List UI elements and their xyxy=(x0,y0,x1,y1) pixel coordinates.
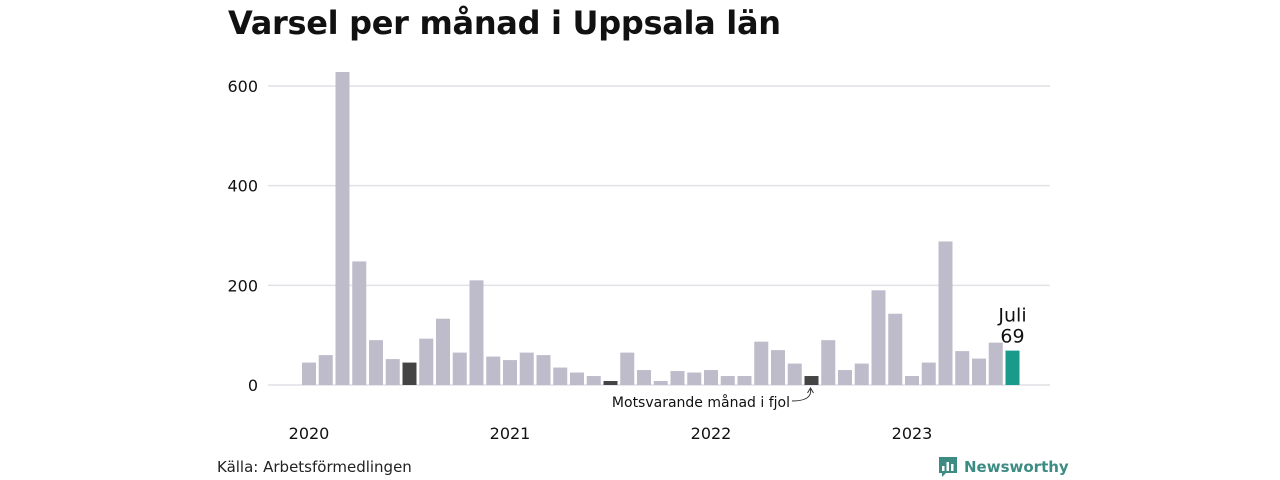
bar-2020-07 xyxy=(402,362,417,385)
bar-2021-09 xyxy=(637,370,651,385)
x-tick-label: 2023 xyxy=(892,424,933,443)
annotation-arrowhead-icon xyxy=(807,387,814,394)
bar-2020-11 xyxy=(469,280,484,385)
x-axis-year-labels: 2020 2021 2022 2023 xyxy=(289,424,933,443)
bar-2022-06 xyxy=(787,363,802,385)
y-tick-label: 400 xyxy=(227,177,258,196)
bar-2020-01 xyxy=(302,362,316,385)
bar-2021-02 xyxy=(519,352,534,385)
bar-2020-08 xyxy=(419,338,434,385)
bar-2021-01 xyxy=(503,360,517,385)
y-tick-label: 0 xyxy=(248,376,258,395)
bar-2020-12 xyxy=(486,356,501,385)
bar-2021-07 xyxy=(603,381,618,385)
bar-2023-07 xyxy=(1005,350,1020,385)
bar-2020-04 xyxy=(352,261,367,385)
newsworthy-logo-icon xyxy=(939,457,957,477)
y-tick-label: 200 xyxy=(227,276,258,295)
bar-2023-05 xyxy=(972,358,986,385)
annotation-arrow xyxy=(791,388,812,402)
bar-2021-04 xyxy=(553,367,568,385)
bar-2022-04 xyxy=(754,341,769,385)
x-tick-label: 2022 xyxy=(691,424,732,443)
bar-2021-11 xyxy=(670,371,685,385)
brand-logo: Newsworthy xyxy=(938,456,1069,478)
bar-2023-03 xyxy=(938,241,953,385)
bar-2020-06 xyxy=(385,359,400,385)
bar-2023-06 xyxy=(988,342,1003,385)
y-tick-label: 600 xyxy=(227,77,258,96)
bar-2020-02 xyxy=(318,355,333,385)
bar-2021-12 xyxy=(687,372,702,385)
bar-2023-01 xyxy=(905,376,919,385)
bar-2022-03 xyxy=(737,376,752,385)
bars xyxy=(302,71,1020,385)
bar-2022-10 xyxy=(854,363,869,385)
bar-2022-07 xyxy=(804,376,819,385)
bar-2022-01 xyxy=(704,370,718,385)
bar-2021-10 xyxy=(653,381,668,385)
bar-2020-09 xyxy=(436,318,450,385)
highlight-month-label: Juli xyxy=(997,305,1026,327)
bar-2022-09 xyxy=(838,370,852,385)
highlight-value-label: 69 xyxy=(1000,326,1024,348)
bar-2022-11 xyxy=(871,290,886,385)
x-tick-label: 2021 xyxy=(490,424,531,443)
bar-2021-05 xyxy=(570,372,584,385)
chart-title: Varsel per månad i Uppsala län xyxy=(228,4,781,42)
bar-2021-03 xyxy=(536,355,551,385)
bar-2020-03 xyxy=(335,71,350,385)
bar-2021-06 xyxy=(586,376,601,385)
gridlines xyxy=(268,85,1050,386)
comparison-annotation: Motsvarande månad i fjol xyxy=(612,394,790,411)
bar-2023-02 xyxy=(921,362,936,385)
bar-2020-05 xyxy=(369,340,383,385)
x-tick-label: 2020 xyxy=(289,424,330,443)
bar-2023-04 xyxy=(955,351,970,385)
bar-2022-08 xyxy=(821,340,836,385)
brand-name: Newsworthy xyxy=(964,458,1069,476)
bar-2022-12 xyxy=(888,313,903,385)
source-note: Källa: Arbetsförmedlingen xyxy=(217,458,412,476)
bar-2021-08 xyxy=(620,352,635,385)
y-axis-ticks: 0 200 400 600 xyxy=(227,77,258,395)
bar-2022-02 xyxy=(720,376,735,385)
bar-2022-05 xyxy=(771,350,785,385)
bar-2020-10 xyxy=(452,352,467,385)
